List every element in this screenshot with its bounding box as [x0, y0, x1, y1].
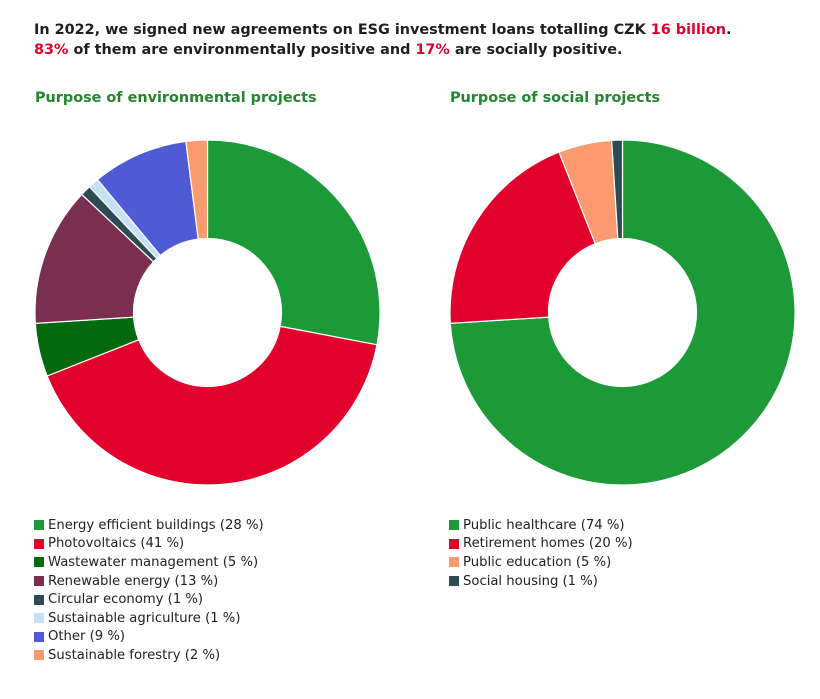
headline-text: . — [725, 22, 732, 38]
soc-slice-social-housing — [611, 139, 624, 240]
legend-swatch — [34, 613, 44, 624]
env-legend-item-sustainable-forestry: Sustainable forestry (2 %) — [34, 646, 264, 665]
legend-swatch — [449, 520, 459, 531]
legend-swatch — [34, 594, 44, 605]
legend-label: Other (9 %) — [48, 629, 126, 645]
legend-label: Renewable energy (13 %) — [48, 573, 219, 589]
legend-label: Retirement homes (20 %) — [463, 536, 633, 552]
env-slice-photovoltaics — [46, 325, 378, 486]
legend-swatch — [34, 576, 44, 587]
env-legend-item-circular-economy: Circular economy (1 %) — [34, 590, 264, 609]
legend-swatch — [34, 557, 44, 568]
env-legend: Energy efficient buildings (28 %) Photovo… — [34, 516, 264, 665]
env-chart-title: Purpose of environmental projects — [35, 90, 317, 106]
headline: In 2022, we signed new agreements on ESG… — [34, 20, 794, 60]
legend-label: Wastewater management (5 %) — [48, 554, 259, 570]
soc-legend-item-public-education: Public education (5 %) — [449, 553, 633, 572]
env-donut-chart — [34, 139, 381, 486]
headline-line-1: In 2022, we signed new agreements on ESG… — [34, 20, 794, 40]
legend-label: Sustainable agriculture (1 %) — [48, 610, 241, 626]
legend-swatch — [449, 576, 459, 587]
soc-slice-retirement-homes — [449, 151, 597, 324]
env-legend-item-energy-efficient-buildings: Energy efficient buildings (28 %) — [34, 516, 264, 535]
soc-legend-item-public-healthcare: Public healthcare (74 %) — [449, 516, 633, 535]
legend-swatch — [34, 631, 44, 642]
soc-slice-public-healthcare — [449, 139, 796, 486]
soc-legend: Public healthcare (74 %) Retirement homes… — [449, 516, 633, 590]
soc-legend-item-retirement-homes: Retirement homes (20 %) — [449, 535, 633, 554]
headline-soc-share: 17% — [415, 42, 450, 58]
env-legend-item-renewable-energy: Renewable energy (13 %) — [34, 572, 264, 591]
legend-label: Public healthcare (74 %) — [463, 517, 625, 533]
headline-text: In 2022, we signed new agreements on ESG… — [34, 22, 651, 38]
legend-label: Energy efficient buildings (28 %) — [48, 517, 264, 533]
headline-text: of them are environmentally positive and — [68, 42, 416, 58]
legend-swatch — [449, 538, 459, 549]
headline-text: are socially positive. — [449, 42, 623, 58]
legend-swatch — [449, 557, 459, 568]
legend-label: Circular economy (1 %) — [48, 592, 204, 608]
legend-swatch — [34, 520, 44, 531]
legend-label: Sustainable forestry (2 %) — [48, 647, 221, 663]
env-slice-energy-efficient-buildings — [206, 139, 381, 346]
env-slice-sustainable-forestry — [185, 139, 209, 240]
env-legend-item-photovoltaics: Photovoltaics (41 %) — [34, 535, 264, 554]
headline-amount: 16 billion — [650, 22, 726, 38]
soc-legend-item-social-housing: Social housing (1 %) — [449, 572, 633, 591]
env-legend-item-sustainable-agriculture: Sustainable agriculture (1 %) — [34, 609, 264, 628]
env-legend-item-wastewater-management: Wastewater management (5 %) — [34, 553, 264, 572]
env-legend-item-other: Other (9 %) — [34, 628, 264, 647]
legend-swatch — [34, 538, 44, 549]
headline-env-share: 83% — [34, 42, 69, 58]
soc-donut-chart — [449, 139, 796, 486]
soc-chart-title: Purpose of social projects — [450, 90, 661, 106]
legend-label: Photovoltaics (41 %) — [48, 536, 185, 552]
legend-label: Social housing (1 %) — [463, 573, 598, 589]
headline-line-2: 83% of them are environmentally positive… — [34, 40, 794, 60]
legend-swatch — [34, 650, 44, 661]
legend-label: Public education (5 %) — [463, 554, 612, 570]
